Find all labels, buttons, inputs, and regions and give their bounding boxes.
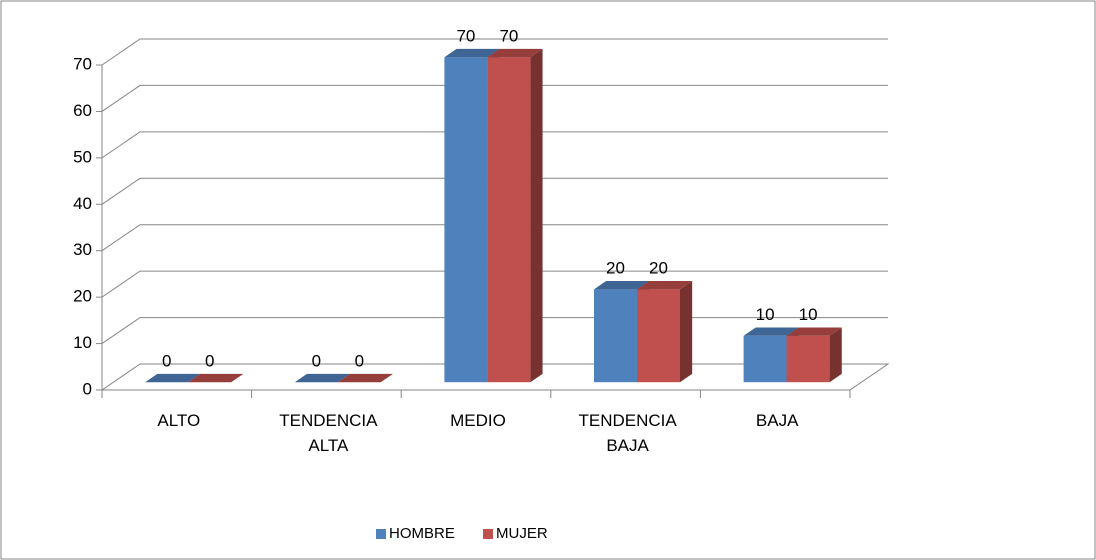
legend-swatch	[376, 529, 386, 539]
y-tick-label: 30	[73, 240, 92, 259]
bar-top	[786, 327, 842, 336]
data-label: 0	[312, 351, 321, 370]
legend-label: HOMBRE	[389, 525, 455, 542]
x-tick-label: TENDENCIA ALTA	[279, 411, 378, 455]
bar	[487, 57, 531, 383]
grid-line	[101, 224, 888, 252]
bar-top	[743, 327, 799, 336]
bar-side	[530, 48, 543, 383]
grid-line	[101, 177, 888, 205]
legend-label: MUJER	[496, 525, 548, 542]
data-label: 70	[499, 26, 518, 45]
x-tick-label: MEDIO	[450, 411, 506, 430]
y-tick-label: 40	[73, 194, 92, 213]
grid-line	[101, 131, 888, 159]
data-label: 70	[456, 26, 475, 45]
y-tick-label: 20	[73, 287, 92, 306]
y-tick-label: 10	[73, 333, 92, 352]
y-tick-label: 0	[83, 379, 92, 398]
data-label: 10	[799, 305, 818, 324]
bar-top	[637, 281, 693, 290]
data-label: 10	[756, 305, 775, 324]
data-label: 20	[606, 259, 625, 278]
y-tick-label: 60	[73, 101, 92, 120]
bar	[444, 57, 488, 383]
bar-top	[294, 373, 350, 383]
bar	[743, 335, 787, 383]
x-tick-label: TENDENCIA BAJA	[578, 411, 677, 455]
bar-side	[829, 327, 842, 383]
grid-line	[101, 38, 888, 66]
grid-line	[101, 84, 888, 112]
bar-top	[487, 48, 543, 58]
data-label: 20	[649, 259, 668, 278]
y-tick-label: 50	[73, 147, 92, 166]
y-tick-label: 70	[73, 54, 92, 73]
data-label: 0	[205, 351, 214, 370]
data-label: 0	[162, 351, 171, 370]
x-tick-label: BAJA	[755, 411, 799, 430]
bar-top	[145, 373, 201, 383]
bar-side	[680, 281, 693, 383]
x-tick-label: ALTO	[157, 411, 201, 430]
data-label: 0	[355, 351, 364, 370]
bar-top	[188, 373, 244, 383]
bar-top	[594, 281, 650, 290]
bar-top	[444, 48, 500, 58]
legend-swatch	[483, 529, 493, 539]
bar-top	[337, 373, 393, 383]
bar	[637, 289, 680, 383]
bar	[594, 289, 637, 383]
grid-line	[101, 270, 888, 298]
bar	[786, 335, 830, 383]
